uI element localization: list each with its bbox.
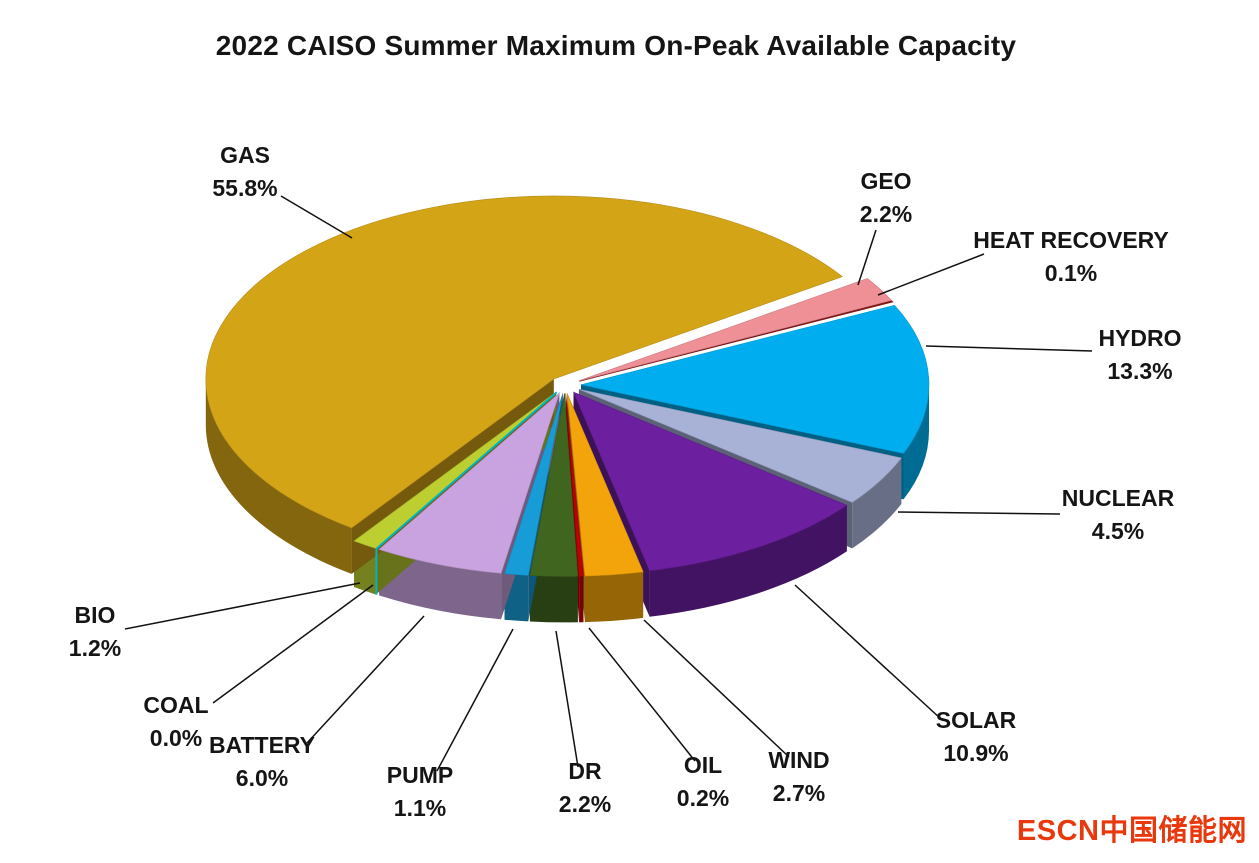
slice-rim-oil <box>579 576 584 623</box>
leader-gas <box>280 195 353 239</box>
value-oil: 0.2% <box>677 785 729 811</box>
label-gas: GAS <box>220 142 270 168</box>
leader-pump <box>436 628 514 772</box>
leader-nuclear <box>897 511 1061 515</box>
label-wind: WIND <box>768 747 829 773</box>
value-geo: 2.2% <box>860 201 912 227</box>
slice-rim-hydro <box>903 384 929 500</box>
label-coal: COAL <box>143 692 208 718</box>
value-dr: 2.2% <box>559 791 611 817</box>
label-oil: OIL <box>684 752 722 778</box>
label-pump: PUMP <box>387 762 453 788</box>
label-nuclear: NUCLEAR <box>1062 485 1175 511</box>
slice-rim-nuclear <box>852 457 902 549</box>
label-geo: GEO <box>860 168 911 194</box>
slice-labels: GEO 2.2% HEAT RECOVERY 0.1% HYDRO 13.3% NUCLEA… <box>69 142 1182 821</box>
slice-rim-wind <box>584 571 644 623</box>
leader-bio <box>124 582 361 630</box>
value-bio: 1.2% <box>69 635 121 661</box>
value-heat-recovery: 0.1% <box>1045 260 1097 286</box>
value-gas: 55.8% <box>212 175 277 201</box>
slice-oil <box>565 393 584 577</box>
slice-dr <box>529 393 579 577</box>
slice-battery <box>378 391 561 574</box>
slice-rim-battery <box>379 549 502 620</box>
value-coal: 0.0% <box>150 725 202 751</box>
slice-hydro <box>580 304 930 454</box>
slice-geo <box>578 278 892 382</box>
label-solar: SOLAR <box>936 707 1017 733</box>
leader-oil <box>588 627 696 762</box>
leader-lines <box>124 195 1093 772</box>
label-bio: BIO <box>75 602 116 628</box>
chart-title: 2022 CAISO Summer Maximum On-Peak Availa… <box>215 30 1017 61</box>
label-heat-recovery: HEAT RECOVERY <box>973 227 1169 253</box>
slice-rim-dr <box>529 575 578 623</box>
label-battery: BATTERY <box>209 732 315 758</box>
leader-solar <box>794 584 942 720</box>
value-hydro: 13.3% <box>1107 358 1172 384</box>
label-dr: DR <box>568 758 602 784</box>
leader-coal <box>212 584 374 704</box>
slice-solar <box>572 391 848 572</box>
slice-gas <box>205 195 843 529</box>
leader-wind <box>643 619 790 758</box>
watermark: ESCN中国储能网 <box>1017 807 1247 849</box>
label-hydro: HYDRO <box>1098 325 1181 351</box>
value-pump: 1.1% <box>394 795 446 821</box>
pie-zero-slivers <box>375 391 558 595</box>
slice-nuclear <box>578 388 902 503</box>
leader-battery <box>306 615 425 744</box>
value-solar: 10.9% <box>943 740 1008 766</box>
watermark-text: ESCN中国储能网 <box>1016 815 1247 847</box>
value-wind: 2.7% <box>773 780 825 806</box>
slice-coal <box>375 391 558 595</box>
value-nuclear: 4.5% <box>1092 518 1144 544</box>
pie-tops <box>205 195 930 577</box>
leader-heat-recovery <box>877 253 985 296</box>
slice-rim-gas <box>205 379 352 574</box>
leader-hydro <box>925 345 1093 352</box>
slice-heat-recovery <box>579 300 894 382</box>
leader-dr <box>555 630 579 768</box>
leader-geo <box>857 229 877 286</box>
slice-pump <box>504 393 564 576</box>
slice-wind <box>566 393 644 577</box>
value-battery: 6.0% <box>236 765 288 791</box>
slice-rim-solar <box>649 505 847 617</box>
